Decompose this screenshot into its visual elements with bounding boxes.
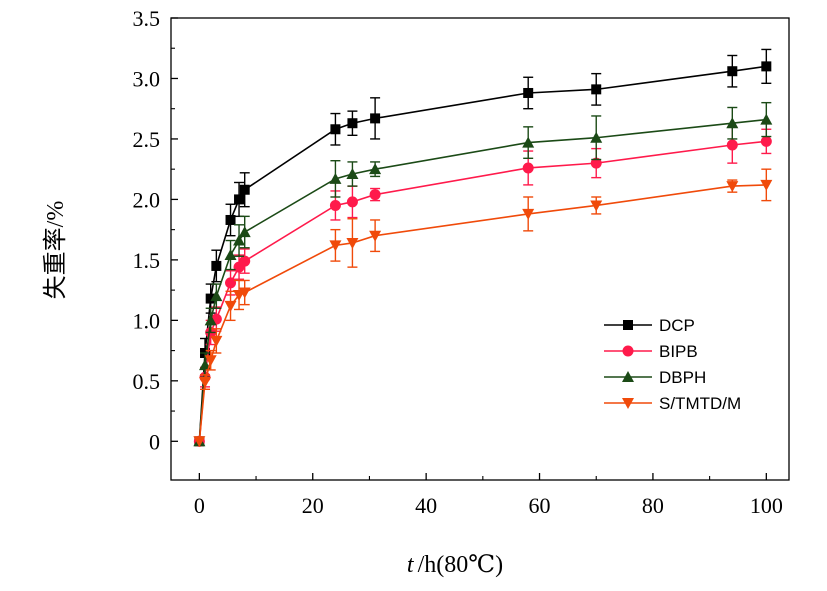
x-tick-label: 0 (194, 493, 205, 518)
legend-marker-s-tmtd-m (622, 398, 634, 409)
data-point (199, 377, 212, 389)
data-point (590, 200, 603, 212)
x-axis-title-rest: /h(80℃) (418, 552, 504, 578)
data-point (369, 189, 381, 201)
data-point (233, 234, 246, 246)
series-dbph (193, 101, 773, 447)
series-line-dcp (198, 65, 767, 442)
y-tick-label: 0.5 (133, 369, 161, 394)
data-point (761, 61, 772, 72)
data-point (224, 300, 237, 312)
legend-label-dcp: DCP (659, 316, 695, 335)
data-point (210, 335, 223, 347)
legend-marker-dbph (622, 371, 634, 382)
data-point (522, 136, 535, 148)
y-tick-label: 3.0 (133, 66, 161, 91)
data-point (225, 214, 236, 225)
data-point (193, 436, 206, 448)
x-tick-label: 80 (642, 493, 664, 518)
plot-frame (170, 17, 790, 481)
data-point (238, 287, 251, 299)
data-point (726, 181, 739, 193)
data-point (590, 131, 603, 143)
data-point (210, 290, 223, 302)
x-tick-label: 40 (415, 493, 437, 518)
y-tick-label: 0 (149, 429, 160, 454)
y-tick-label: 2.5 (133, 127, 161, 152)
data-point (204, 355, 217, 367)
data-point (727, 66, 738, 77)
data-point (225, 277, 237, 289)
y-tick-label: 1.5 (133, 248, 161, 273)
legend-marker-bipb (622, 345, 634, 357)
data-point (591, 84, 602, 95)
data-point (522, 208, 535, 220)
data-point (329, 199, 341, 211)
x-tick-label: 100 (750, 493, 783, 518)
data-point (347, 118, 358, 129)
y-tick-label: 3.5 (133, 6, 161, 31)
data-point (523, 87, 534, 98)
x-tick-label: 20 (302, 493, 324, 518)
data-point (726, 117, 739, 129)
data-point (522, 162, 534, 174)
data-point (760, 113, 773, 125)
y-axis-title: 失重率/% (42, 201, 69, 300)
data-point (726, 139, 738, 151)
x-tick-label: 60 (529, 493, 551, 518)
axes: 0 20 40 60 80 100 0 0.5 1.0 1.5 2.0 2.5 3.0 3.5 (133, 6, 790, 518)
y-tick-label: 2.0 (133, 187, 161, 212)
legend-label-dbph: DBPH (659, 368, 706, 387)
data-point (346, 196, 358, 208)
data-point (590, 157, 602, 169)
data-point (205, 293, 216, 304)
x-axis-title: t/h(80℃) (407, 552, 503, 578)
data-point (760, 135, 772, 147)
data-point (238, 226, 251, 238)
data-point (346, 168, 359, 180)
data-point (369, 163, 382, 175)
data-point (329, 172, 342, 184)
data-point (239, 255, 251, 267)
legend-marker-dcp (623, 320, 633, 330)
data-point (760, 179, 773, 191)
series-layer (193, 48, 773, 448)
data-point (239, 184, 250, 195)
x-axis-title-italic: t (407, 552, 415, 578)
data-point (369, 230, 382, 242)
legend: DCP BIPB DBPH S/TMTD/M (604, 316, 741, 413)
legend-label-s-tmtd-m: S/TMTD/M (659, 394, 741, 413)
data-point (204, 314, 217, 326)
data-point (330, 124, 341, 135)
y-tick-label: 1.0 (133, 308, 161, 333)
data-point (234, 194, 245, 205)
legend-label-bipb: BIPB (659, 342, 698, 361)
data-point (370, 113, 381, 124)
data-point (346, 237, 359, 249)
data-point (211, 260, 222, 271)
data-point (329, 240, 342, 252)
series-s-tmtd-m (193, 168, 773, 448)
data-point (224, 249, 237, 261)
